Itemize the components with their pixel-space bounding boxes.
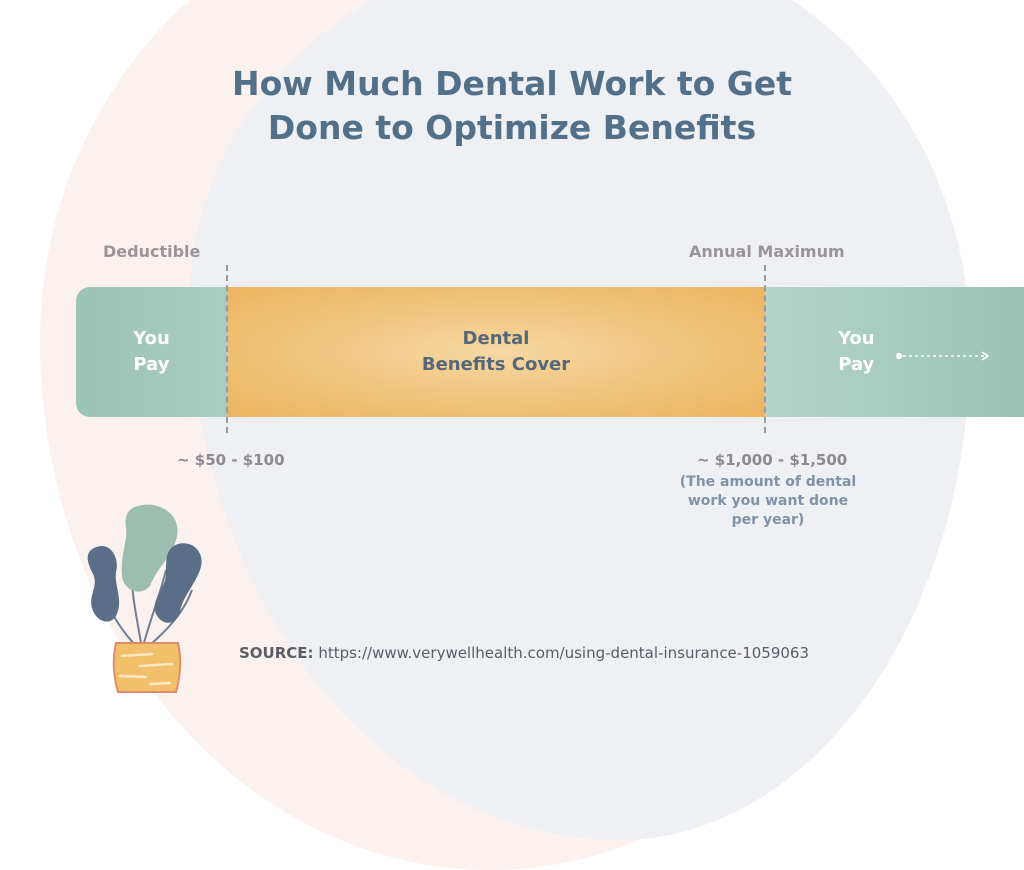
benefits-line-2: Benefits Cover xyxy=(421,354,571,375)
source-url[interactable]: https://www.verywellhealth.com/using-den… xyxy=(318,644,810,662)
note-line-1: (The amount of dental xyxy=(679,474,857,490)
you-pay-segment-right: You Pay xyxy=(765,287,1024,417)
you-pay-left-line-1: You xyxy=(133,328,170,349)
arrow-right-icon xyxy=(895,351,990,361)
annual-maximum-divider xyxy=(764,265,766,433)
potted-plant-icon xyxy=(87,504,202,693)
you-pay-right-line-2: Pay xyxy=(838,354,875,375)
benefits-cover-segment: Dental Benefits Cover xyxy=(227,287,765,417)
title-line-2: Done to Optimize Benefits xyxy=(267,108,757,147)
deductible-divider xyxy=(226,265,228,433)
deductible-label: Deductible xyxy=(103,242,201,261)
source-label: SOURCE: xyxy=(239,644,314,662)
note-line-3: per year) xyxy=(731,512,805,528)
page-title: How Much Dental Work to Get Done to Opti… xyxy=(0,62,1024,150)
title-line-1: How Much Dental Work to Get xyxy=(231,64,793,103)
you-pay-segment-left: You Pay xyxy=(76,287,227,417)
deductible-amount: ~ $50 - $100 xyxy=(177,451,285,469)
note-line-2: work you want done xyxy=(687,493,849,509)
source-citation: SOURCE: https://www.verywellhealth.com/u… xyxy=(239,644,809,662)
annual-maximum-note: (The amount of dental work you want done… xyxy=(670,473,866,530)
benefits-line-1: Dental xyxy=(462,328,530,349)
you-pay-left-line-2: Pay xyxy=(133,354,170,375)
annual-maximum-amount: ~ $1,000 - $1,500 xyxy=(697,451,848,469)
annual-maximum-label: Annual Maximum xyxy=(689,242,845,261)
you-pay-right-line-1: You xyxy=(838,328,875,349)
